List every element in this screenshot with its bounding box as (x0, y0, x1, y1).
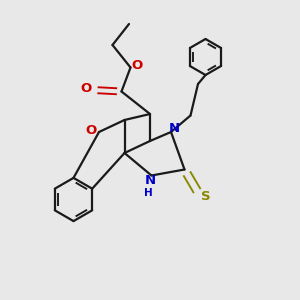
Text: N: N (169, 122, 180, 135)
Text: S: S (201, 190, 210, 203)
Text: H: H (144, 188, 153, 198)
Text: O: O (131, 58, 143, 72)
Text: O: O (81, 82, 92, 95)
Text: N: N (144, 174, 156, 188)
Text: O: O (86, 124, 97, 137)
